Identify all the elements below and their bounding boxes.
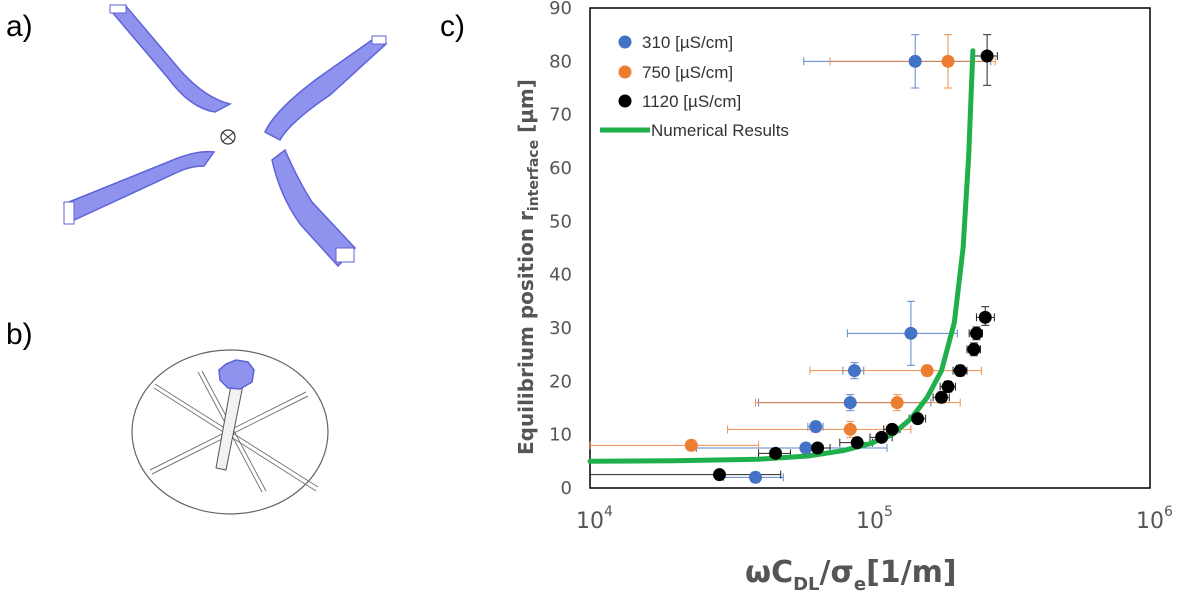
panel-label-c: c) bbox=[440, 10, 465, 43]
data-point-1120 bbox=[941, 380, 955, 394]
channel-end-right bbox=[371, 35, 387, 45]
data-points bbox=[684, 49, 994, 484]
data-point-1120 bbox=[811, 441, 825, 455]
data-point-310 bbox=[809, 420, 823, 434]
data-point-1120 bbox=[980, 49, 994, 63]
x-tick-label: 106 bbox=[1136, 504, 1173, 534]
disc-outline bbox=[131, 349, 329, 515]
data-point-310 bbox=[908, 54, 922, 68]
electrode-icon bbox=[220, 129, 236, 145]
panel-label-a: a) bbox=[6, 10, 33, 43]
channel-end-top bbox=[109, 4, 127, 14]
data-point-1120 bbox=[967, 342, 981, 356]
legend-marker-310 bbox=[618, 35, 632, 49]
data-point-310 bbox=[843, 396, 857, 410]
x-tick-label: 104 bbox=[576, 504, 613, 534]
data-point-1120 bbox=[769, 446, 783, 460]
y-tick-label: 30 bbox=[549, 318, 572, 339]
legend-unit-1120: [µS/cm] bbox=[683, 92, 741, 111]
data-point-310 bbox=[847, 364, 861, 378]
channel-end-bottom bbox=[335, 247, 355, 263]
y-tick-label: 0 bbox=[561, 478, 572, 499]
y-tick-label: 40 bbox=[549, 265, 572, 286]
x-axis-label: ωCDL/σe[1/m] bbox=[745, 555, 957, 595]
legend-label-310: 310 bbox=[642, 33, 670, 52]
data-point-310 bbox=[748, 470, 762, 484]
data-point-310 bbox=[904, 326, 918, 340]
channel-end-left bbox=[63, 201, 75, 225]
channel-arm-left bbox=[63, 150, 216, 224]
error-bar bbox=[589, 439, 760, 452]
chart: 0 10 20 30 40 50 60 70 80 90 104 105 106 310 [µS/cm… bbox=[514, 0, 1173, 595]
legend: 310 [µS/cm] 750 [µS/cm] 1120 [µS/cm] Num… bbox=[600, 33, 789, 140]
series-line-numerical-results bbox=[587, 48, 976, 464]
svg-text:1120 [µS/cm]: 1120 [µS/cm] bbox=[642, 92, 741, 111]
data-point-750 bbox=[890, 396, 904, 410]
data-point-1120 bbox=[712, 468, 726, 482]
y-tick-label: 10 bbox=[549, 425, 572, 446]
data-point-1120 bbox=[875, 430, 889, 444]
plot-frame bbox=[589, 7, 1151, 489]
y-axis-label: Equilibrium position rinterface [µm] bbox=[514, 79, 542, 455]
probe-head bbox=[218, 359, 255, 390]
y-tick-label: 90 bbox=[549, 0, 572, 19]
y-tick-label: 60 bbox=[549, 158, 572, 179]
data-point-750 bbox=[920, 364, 934, 378]
legend-label-numerical: Numerical Results bbox=[651, 121, 789, 140]
y-tick-label: 50 bbox=[549, 211, 572, 232]
data-point-1120 bbox=[969, 326, 983, 340]
panel-label-b: b) bbox=[6, 318, 33, 351]
y-ticks: 0 10 20 30 40 50 60 70 80 90 bbox=[549, 0, 572, 499]
data-point-750 bbox=[843, 422, 857, 436]
disc-illustration bbox=[131, 349, 329, 515]
data-point-310 bbox=[799, 441, 813, 455]
legend-marker-1120 bbox=[618, 94, 632, 108]
y-tick-label: 80 bbox=[549, 51, 572, 72]
channel-arm-right bbox=[264, 39, 388, 142]
x-ticks: 104 105 106 bbox=[576, 504, 1173, 534]
data-point-1120 bbox=[885, 422, 899, 436]
data-point-750 bbox=[684, 438, 698, 452]
legend-marker-750 bbox=[618, 65, 632, 79]
legend-unit-750: [µS/cm] bbox=[675, 63, 733, 82]
data-point-1120 bbox=[850, 436, 864, 450]
error-bar bbox=[846, 300, 958, 366]
data-point-1120 bbox=[934, 390, 948, 404]
legend-label-750: 750 bbox=[642, 63, 670, 82]
data-point-1120 bbox=[911, 412, 925, 426]
probe-stem bbox=[215, 384, 244, 471]
legend-unit-310: [µS/cm] bbox=[675, 33, 733, 52]
data-point-1120 bbox=[978, 310, 992, 324]
data-point-750 bbox=[941, 54, 955, 68]
y-tick-label: 20 bbox=[549, 371, 572, 392]
x-tick-label: 105 bbox=[856, 504, 893, 534]
channel-illustration bbox=[63, 4, 388, 268]
channel-arm-top bbox=[110, 4, 233, 113]
svg-text:310 [µS/cm]: 310 [µS/cm] bbox=[642, 33, 733, 52]
y-tick-label: 70 bbox=[549, 105, 572, 126]
data-point-1120 bbox=[953, 364, 967, 378]
legend-label-1120: 1120 bbox=[642, 92, 679, 111]
svg-text:750 [µS/cm]: 750 [µS/cm] bbox=[642, 63, 733, 82]
